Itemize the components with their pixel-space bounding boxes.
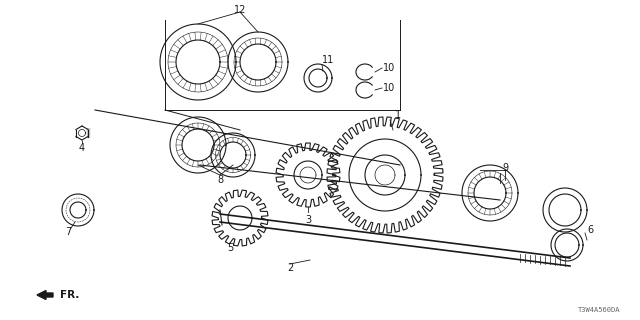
Text: FR.: FR. <box>60 290 79 300</box>
Text: 3: 3 <box>305 215 311 225</box>
Text: 7: 7 <box>65 227 71 237</box>
Text: 11: 11 <box>322 55 334 65</box>
Text: 8: 8 <box>217 175 223 185</box>
Text: 9: 9 <box>502 163 508 173</box>
Text: 2: 2 <box>287 263 293 273</box>
Text: 6: 6 <box>587 225 593 235</box>
Text: 1: 1 <box>395 110 401 120</box>
Text: 10: 10 <box>383 63 396 73</box>
Text: T3W4A560DA: T3W4A560DA <box>577 307 620 313</box>
FancyArrow shape <box>37 291 53 300</box>
Text: 12: 12 <box>234 5 246 15</box>
Text: 4: 4 <box>79 143 85 153</box>
Text: 5: 5 <box>227 243 233 253</box>
Text: 10: 10 <box>383 83 396 93</box>
